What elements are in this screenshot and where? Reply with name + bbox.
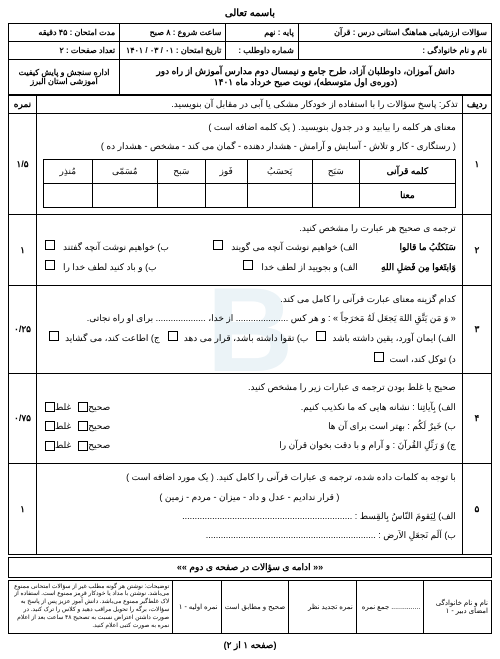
checkbox[interactable] (374, 352, 384, 362)
q3-opt-b: ب) تقوا داشته باشد، قرار می دهد (184, 331, 309, 346)
q1-row2-label: معنا (360, 183, 456, 207)
header-table: سؤالات ارزشیابی هماهنگ استانی درس : قرآن… (8, 23, 492, 95)
q1-cell-6: مُنذِر (44, 159, 93, 183)
label-sahih: صحیح (88, 440, 110, 450)
instructions-note: تذکر: پاسخ سؤالات را با استفاده از خودکا… (37, 96, 463, 114)
label-sahih: صحیح (88, 402, 110, 412)
q1-answer-4[interactable] (158, 183, 206, 207)
header-subject: سؤالات ارزشیابی هماهنگ استانی درس : قرآن (298, 24, 491, 42)
footer-confirm: صحیح و مطابق است (221, 580, 289, 634)
header-office: اداره سنجش و پایش کیفیت آموزشی استان الب… (9, 60, 120, 95)
continue-note: «« ادامه ی سؤالات در صفحه ی دوم »» (8, 557, 492, 578)
q1-table: کلمه قرآنی سَبَح یَحسَبُ فَوز سَبح مُسَم… (43, 159, 456, 209)
q3-opt-a: الف) ایمان آورد، یقین داشته باشد (332, 331, 455, 346)
checkbox[interactable] (243, 260, 253, 270)
q1-cell-2: یَحسَبُ (247, 159, 312, 183)
checkbox[interactable] (49, 331, 59, 341)
q1-cell-5: مُسَمّی (92, 159, 157, 183)
q3-opt-d: د) توکل کند، است (390, 352, 456, 367)
q2-body: ترجمه ی صحیح هر عبارت را مشخص کنید. سَنَ… (37, 215, 463, 286)
footer-total: ............... جمع نمره (356, 580, 424, 634)
header-candidate-num: شماره داوطلب : (226, 42, 298, 60)
checkbox[interactable] (45, 260, 55, 270)
q1-answer-3[interactable] (205, 183, 247, 207)
bismillah-title: باسمه تعالی (8, 8, 492, 19)
header-subtitle: دانش آموزان، داوطلبان آزاد، طرح جامع و ن… (120, 60, 492, 95)
footer-table: نام و نام خانوادگی امضای دبیر - ۱ ......… (8, 580, 492, 635)
q3-opt-c: ج) اطاعت کند، می گشاید (65, 331, 160, 346)
q4-score: ۰/۷۵ (9, 374, 37, 464)
q2-b-opt1: الف) و بجویید از لطف خدا (261, 260, 357, 275)
label-ghalat: غلط (55, 402, 71, 412)
q5-num: ۵ (462, 464, 491, 554)
q5-b: ب) اَلَم نَجعَلِ الاَرض : ..............… (43, 528, 456, 543)
q1-num: ۱ (462, 114, 491, 215)
q1-score: ۱/۵ (9, 114, 37, 215)
q2-b-opt2: ب) و باد کنید لطف خدا را (63, 260, 157, 275)
checkbox[interactable] (78, 421, 88, 431)
q5-score: ۱ (9, 464, 37, 554)
q2-b-verse: وَابتَغوا مِن فَضلِ اللهِ (366, 260, 456, 275)
q5-text: با توجه به کلمات داده شده، ترجمه ی عبارا… (43, 470, 456, 485)
footer-signature: نام و نام خانوادگی امضای دبیر - ۱ (424, 580, 492, 634)
q2-a-opt2: ب) خواهیم نوشت آنچه گفتند (63, 240, 169, 255)
header-name-field: نام و نام خانوادگی : (298, 42, 491, 60)
header-duration: مدت امتحان : ۴۵ دقیقه (9, 24, 120, 42)
label-sahih: صحیح (88, 421, 110, 431)
q3-body: کدام گزینه معنای عبارت قرآنی را کامل می … (37, 286, 463, 374)
q2-a-verse: سَنَکتُبُ ما قالوا (366, 240, 456, 255)
q2-score: ۱ (9, 215, 37, 286)
q4-c: ج) وَ رَتِّلِ القُرآنَ : و آرام و با دقت… (279, 438, 456, 453)
footer-notes: توضیحات: نوشتن هر گونه مطلب غیر از سؤالا… (9, 580, 173, 634)
checkbox[interactable] (316, 331, 326, 341)
q4-a: الف) بِآیاتِنا : نشانه هایی که ما نکذیب … (301, 400, 456, 415)
q3-num: ۳ (462, 286, 491, 374)
q4-text: صحیح یا غلط بودن ترجمه ی عبارات زیر را م… (43, 380, 456, 395)
q1-cell-3: فَوز (205, 159, 247, 183)
q1-answer-2[interactable] (247, 183, 312, 207)
q3-verse: « وَ مَن یَتَّقِ اللهَ یَجعَل لَهُ مَخرَ… (43, 311, 456, 326)
label-ghalat: غلط (55, 440, 71, 450)
header-start-time: ساعت شروع : ۸ صبح (120, 24, 226, 42)
q1-cell-label: کلمه قرآنی (360, 159, 456, 183)
checkbox[interactable] (45, 402, 55, 412)
checkbox[interactable] (45, 421, 55, 431)
footer-revised: نمره تجدید نظر (289, 580, 357, 634)
header-page-count: تعداد صفحات : ۲ (9, 42, 120, 60)
q1-answer-5[interactable] (92, 183, 157, 207)
q1-cell-4: سَبح (158, 159, 206, 183)
checkbox[interactable] (213, 240, 223, 250)
checkbox[interactable] (78, 402, 88, 412)
header-exam-date: تاریخ امتحان : ۰۱ / ۰۳ / ۱۴۰۱ (120, 42, 226, 60)
q1-cell-1: سَبَح (312, 159, 360, 183)
col-header-num: ردیف (462, 96, 491, 114)
checkbox[interactable] (45, 441, 55, 451)
label-ghalat: غلط (55, 421, 71, 431)
q4-b: ب) خَیرٌ لَکُم : بهتر است برای آن ها (328, 419, 456, 434)
q1-body: معنای هر کلمه را بیابید و در جدول بنویسی… (37, 114, 463, 215)
q1-answer-1[interactable] (312, 183, 360, 207)
footer-initial: نمره اولیه - ۱ (173, 580, 221, 634)
q3-score: ۰/۲۵ (9, 286, 37, 374)
q5-hint: ( قرار ندادیم - عدل و داد - میزان - مردم… (43, 490, 456, 505)
q1-text: معنای هر کلمه را بیابید و در جدول بنویسی… (43, 120, 456, 135)
q3-text: کدام گزینه معنای عبارت قرآنی را کامل می … (43, 292, 456, 307)
q5-body: با توجه به کلمات داده شده، ترجمه ی عبارا… (37, 464, 463, 554)
questions-table: ردیف تذکر: پاسخ سؤالات را با استفاده از … (8, 95, 492, 555)
q2-num: ۲ (462, 215, 491, 286)
page-number: (صفحه ۱ از ۲) (8, 640, 492, 651)
checkbox[interactable] (78, 441, 88, 451)
q1-answer-6[interactable] (44, 183, 93, 207)
q4-num: ۴ (462, 374, 491, 464)
q4-body: صحیح یا غلط بودن ترجمه ی عبارات زیر را م… (37, 374, 463, 464)
header-grade: پایه : نهم (226, 24, 298, 42)
checkbox[interactable] (168, 331, 178, 341)
q5-a: الف) لِیَقومَ النّاسُ بِالقِسط : .......… (43, 509, 456, 524)
q2-text: ترجمه ی صحیح هر عبارت را مشخص کنید. (43, 221, 456, 236)
q1-hint: ( رستگاری - کار و تلاش - آسایش و آرامش -… (43, 139, 456, 154)
col-header-score: نمره (9, 96, 37, 114)
q2-a-opt1: الف) خواهیم نوشت آنچه می گویند (231, 240, 358, 255)
checkbox[interactable] (45, 240, 55, 250)
